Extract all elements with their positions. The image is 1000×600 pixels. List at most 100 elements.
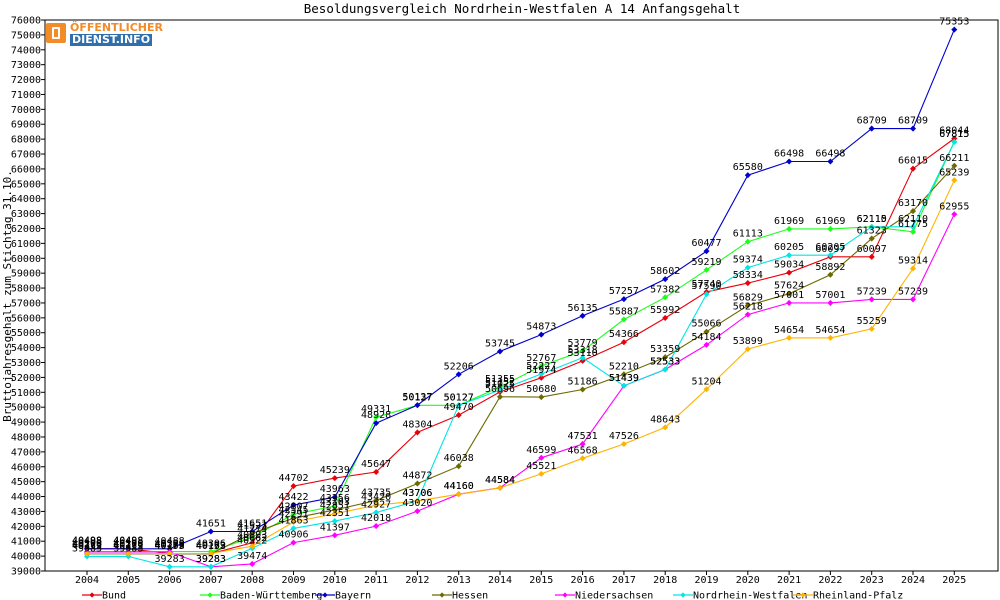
data-point (703, 248, 710, 255)
data-label: 39474 (237, 551, 267, 562)
y-tick-label: 41000 (11, 537, 41, 548)
data-point (909, 265, 917, 272)
y-tick-label: 49000 (11, 418, 41, 429)
data-point (414, 508, 421, 515)
data-point (909, 165, 917, 172)
data-label: 40153 (113, 541, 143, 552)
data-point (868, 296, 875, 303)
data-label: 62110 (857, 214, 887, 225)
data-label: 75353 (939, 17, 969, 28)
data-label: 66211 (939, 153, 969, 164)
data-label: 39283 (155, 554, 185, 565)
legend-marker (439, 592, 445, 598)
data-point (579, 386, 586, 393)
data-point (290, 502, 297, 509)
data-point (331, 510, 338, 517)
data-label: 44702 (278, 473, 308, 484)
data-point (579, 455, 586, 462)
data-point (373, 502, 380, 509)
data-label: 40172 (155, 541, 185, 552)
data-point (786, 225, 793, 232)
data-point (538, 331, 545, 338)
data-point (827, 225, 834, 232)
data-point (455, 491, 462, 498)
series-line-0 (87, 138, 955, 555)
legend-marker (680, 592, 686, 598)
data-label: 50127 (444, 392, 474, 403)
data-label: 40498 (72, 536, 102, 547)
data-label: 51186 (568, 377, 598, 388)
data-point (290, 518, 297, 526)
data-label: 51355 (485, 374, 515, 385)
y-tick-label: 58000 (11, 284, 41, 295)
data-label: 63170 (898, 198, 928, 209)
y-tick-label: 39000 (11, 567, 41, 578)
site-logo: ÖFFENTLICHER DIENST.INFO (44, 21, 163, 47)
data-label: 40278 (72, 539, 102, 550)
y-tick-label: 63000 (11, 209, 41, 220)
data-label: 43422 (278, 492, 308, 503)
legend-entry: Baden-Württemberg (220, 591, 322, 600)
data-point (620, 316, 627, 323)
data-point (662, 294, 669, 301)
data-point (744, 264, 751, 271)
data-label: 43420 (361, 492, 391, 503)
data-label: 61969 (774, 216, 804, 227)
data-labels: 40498 40498 40163 40163 40893 44702 45239 45647… (72, 17, 969, 565)
x-tick-label: 2018 (653, 575, 677, 586)
data-point (909, 223, 917, 230)
data-label: 45521 (526, 461, 556, 472)
data-label: 40306 (155, 539, 185, 550)
legend-entry: Nordrhein-Westfalen (693, 591, 807, 600)
legend-entry: Niedersachsen (575, 591, 653, 600)
y-tick-label: 69000 (11, 120, 41, 131)
data-label: 40306 (72, 539, 102, 550)
x-tick-label: 2017 (612, 575, 636, 586)
y-tick-label: 50000 (11, 403, 41, 414)
data-point (538, 394, 545, 401)
y-axis: 39000 40000 41000 42000 43000 44000 45000 46000… (11, 16, 45, 578)
data-label: 67815 (939, 129, 969, 140)
data-label: 48928 (361, 410, 391, 421)
data-label: 65239 (939, 167, 969, 178)
data-point (455, 412, 462, 419)
data-label: 57257 (609, 286, 639, 297)
y-tick-label: 56000 (11, 313, 41, 324)
data-label: 52767 (526, 353, 556, 364)
data-label: 45647 (361, 459, 391, 470)
x-tick-label: 2019 (694, 575, 718, 586)
data-label: 49470 (444, 402, 474, 413)
x-tick-label: 2022 (818, 575, 842, 586)
legend-entry: Rheinland-Pfalz (813, 591, 903, 600)
data-point (868, 235, 875, 242)
y-tick-label: 73000 (11, 60, 41, 71)
series-line-6 (87, 180, 955, 555)
data-label: 68709 (857, 116, 887, 127)
legend-marker (800, 592, 806, 598)
y-tick-label: 65000 (11, 179, 41, 190)
data-label: 61113 (733, 229, 763, 240)
data-point (496, 484, 504, 491)
y-tick-label: 43000 (11, 507, 41, 518)
x-tick-label: 2007 (199, 575, 223, 586)
y-tick-label: 44000 (11, 492, 41, 503)
y-tick-label: 68000 (11, 135, 41, 146)
data-point (373, 509, 380, 516)
data-point (125, 550, 132, 557)
data-label: 54366 (609, 329, 639, 340)
data-label: 48643 (650, 414, 680, 425)
data-label: 50696 (485, 384, 515, 395)
y-tick-label: 70000 (11, 105, 41, 116)
data-point (786, 290, 793, 297)
data-point (414, 497, 421, 504)
data-label: 40278 (155, 539, 185, 550)
data-label: 53779 (568, 338, 598, 349)
legend-marker (89, 592, 95, 598)
data-point (331, 494, 338, 501)
data-label: 41523 (237, 520, 267, 531)
series-layer (83, 26, 958, 570)
x-tick-label: 2021 (777, 575, 801, 586)
data-point (951, 162, 958, 169)
data-label: 39983 (72, 543, 102, 554)
data-label: 40172 (196, 541, 226, 552)
